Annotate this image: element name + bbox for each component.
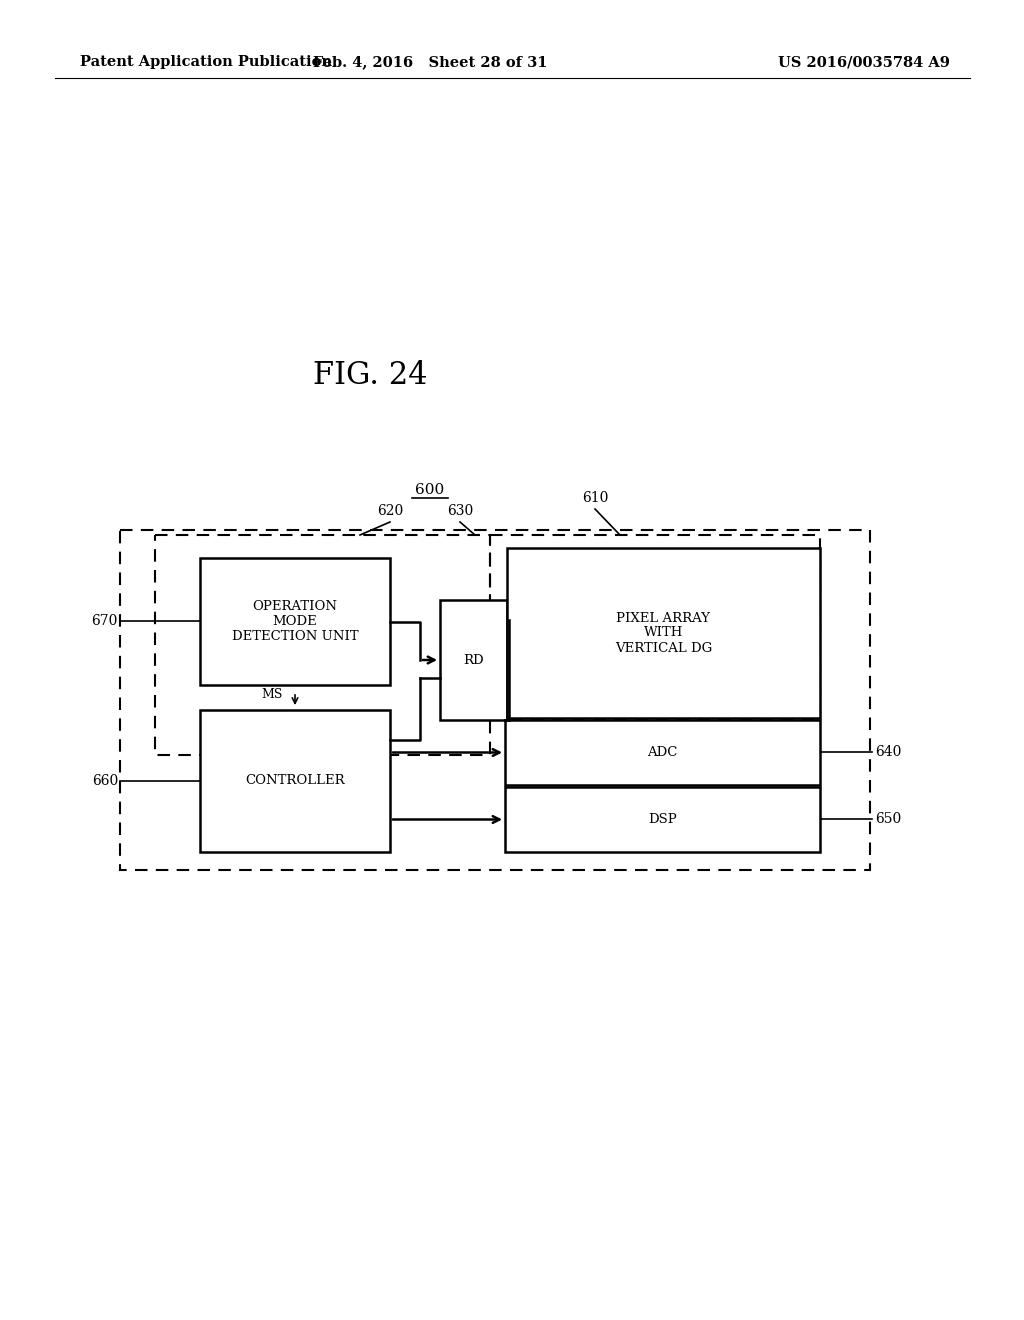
Text: 640: 640 xyxy=(874,744,901,759)
Bar xyxy=(505,719,820,785)
Text: MS: MS xyxy=(261,689,283,701)
Bar xyxy=(507,548,820,718)
Text: Patent Application Publication: Patent Application Publication xyxy=(80,55,332,69)
Text: FIG. 24: FIG. 24 xyxy=(312,359,427,391)
Bar xyxy=(505,787,820,851)
Text: 670: 670 xyxy=(91,614,118,628)
Bar xyxy=(440,601,507,719)
Bar xyxy=(490,535,820,719)
Text: PIXEL ARRAY
WITH
VERTICAL DG: PIXEL ARRAY WITH VERTICAL DG xyxy=(614,611,712,655)
Text: 650: 650 xyxy=(874,812,901,826)
Text: DSP: DSP xyxy=(648,813,677,826)
Bar xyxy=(200,558,390,685)
Text: 630: 630 xyxy=(446,504,473,517)
Text: RD: RD xyxy=(463,653,483,667)
Bar xyxy=(200,710,390,851)
Text: ADC: ADC xyxy=(647,746,678,759)
Text: OPERATION
MODE
DETECTION UNIT: OPERATION MODE DETECTION UNIT xyxy=(231,601,358,643)
Text: US 2016/0035784 A9: US 2016/0035784 A9 xyxy=(778,55,950,69)
Text: 610: 610 xyxy=(582,491,608,506)
Text: CONTROLLER: CONTROLLER xyxy=(245,775,345,788)
Text: Feb. 4, 2016   Sheet 28 of 31: Feb. 4, 2016 Sheet 28 of 31 xyxy=(312,55,547,69)
Text: 660: 660 xyxy=(92,774,118,788)
Bar xyxy=(120,531,870,870)
Bar xyxy=(155,535,490,755)
Text: 620: 620 xyxy=(377,504,403,517)
Text: 600: 600 xyxy=(416,483,444,498)
